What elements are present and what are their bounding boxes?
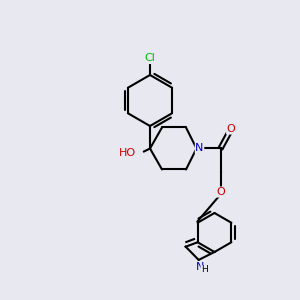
Text: H: H — [201, 265, 208, 274]
Text: O: O — [226, 124, 236, 134]
Text: O: O — [216, 187, 225, 197]
Text: N: N — [195, 143, 204, 154]
Text: Cl: Cl — [145, 53, 155, 64]
Text: N: N — [196, 262, 204, 272]
Text: HO: HO — [119, 148, 136, 158]
